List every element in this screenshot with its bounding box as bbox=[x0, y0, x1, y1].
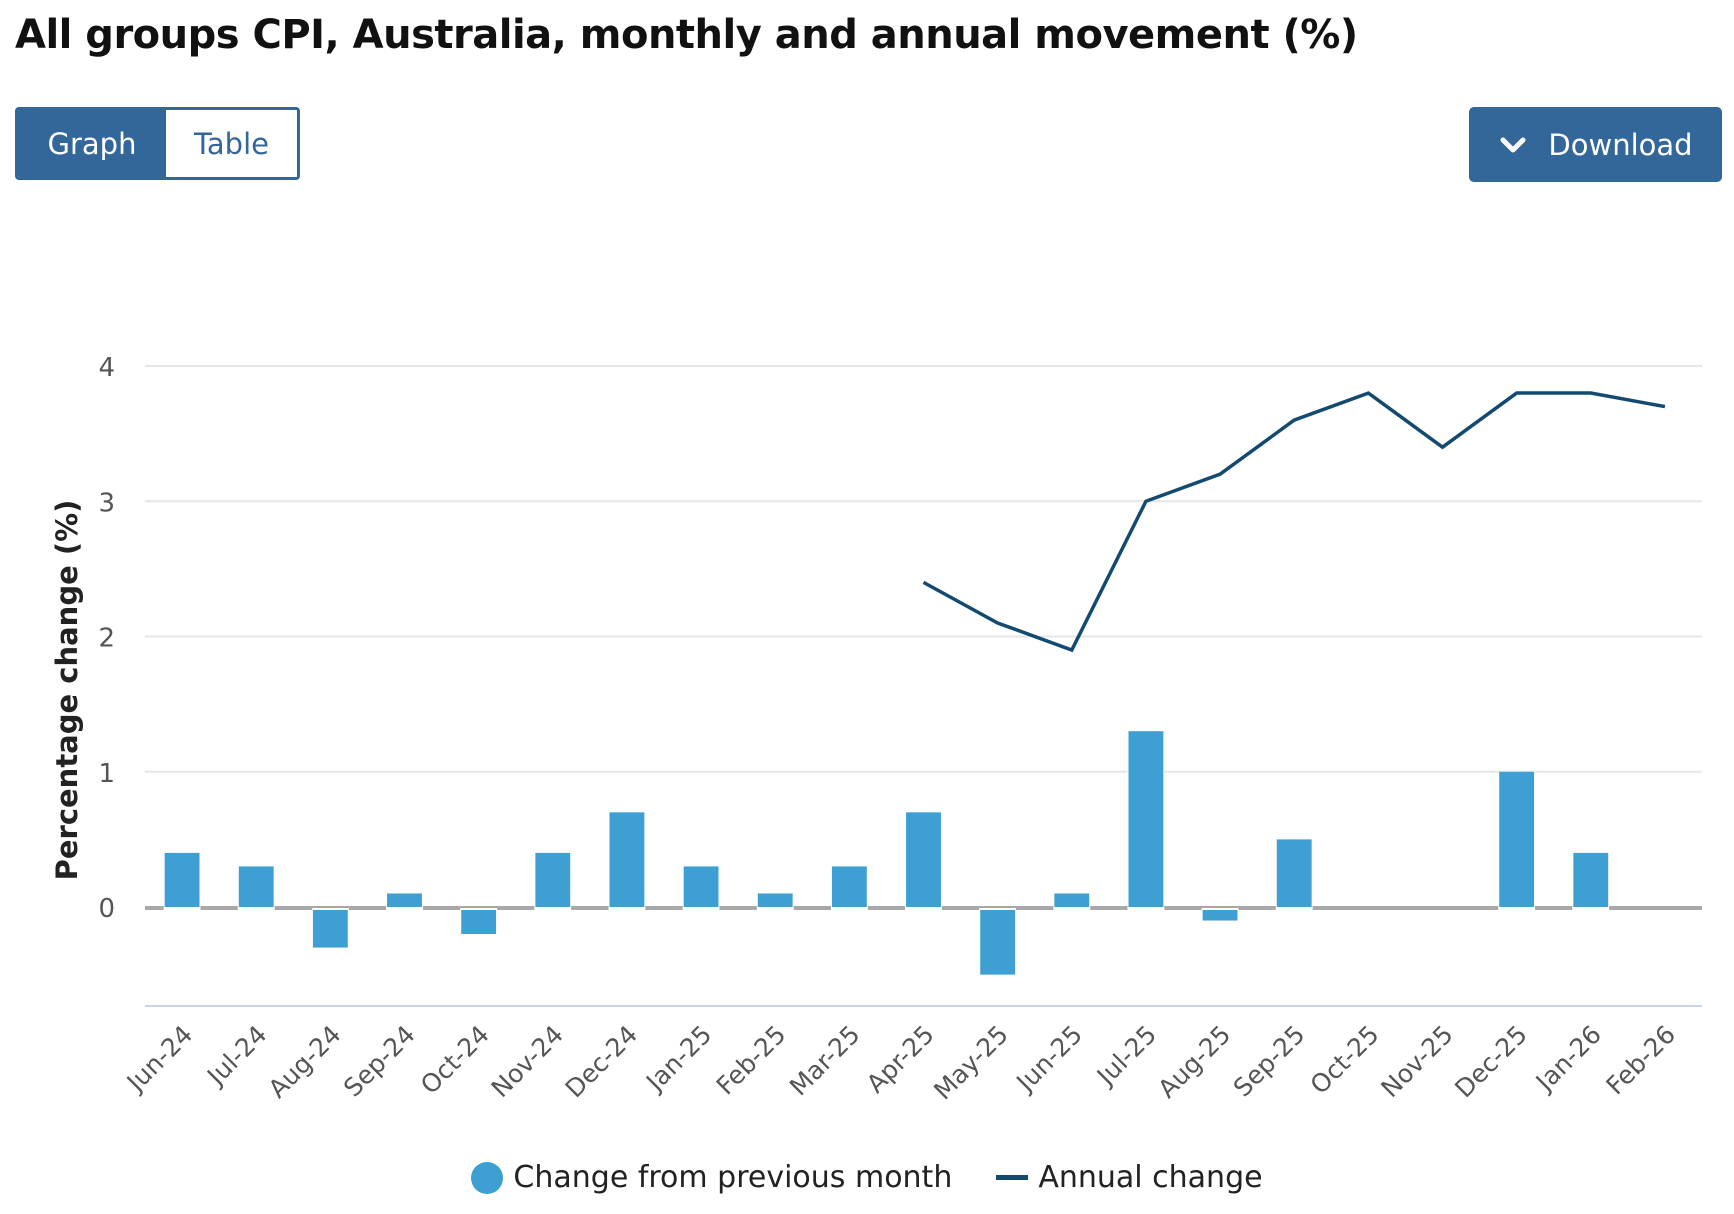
download-label: Download bbox=[1548, 127, 1693, 162]
tab-table[interactable]: Table bbox=[166, 110, 297, 177]
bar bbox=[683, 866, 719, 907]
x-tick-label: Sep-25 bbox=[1228, 1020, 1311, 1103]
bar bbox=[238, 866, 274, 907]
x-tick-labels: Jun-24 Jul-24Aug-24Sep-24Oct-24Nov-24Dec-… bbox=[120, 1020, 1681, 1106]
legend-label-monthly: Change from previous month bbox=[513, 1160, 953, 1195]
x-tick-label: Jan-26 bbox=[1529, 1020, 1607, 1098]
bar bbox=[1054, 893, 1090, 907]
annual-line bbox=[922, 391, 1666, 653]
y-tick-label: 4 bbox=[98, 353, 115, 383]
x-tick-label: Jul-25 bbox=[1090, 1020, 1162, 1092]
x-tick-label: Nov-24 bbox=[486, 1020, 569, 1103]
y-tick-label: 3 bbox=[98, 488, 115, 518]
y-tick-labels: 0 1 2 3 4 bbox=[98, 353, 115, 924]
annual-change-line bbox=[922, 391, 1666, 653]
bar bbox=[757, 893, 793, 907]
download-button[interactable]: Download bbox=[1469, 107, 1722, 182]
x-tick-label: Dec-24 bbox=[560, 1020, 644, 1104]
x-tick-label: Oct-24 bbox=[415, 1020, 495, 1100]
x-tick-label: Apr-25 bbox=[861, 1020, 940, 1099]
bar bbox=[461, 910, 497, 935]
grid-lines bbox=[145, 365, 1702, 1007]
bars bbox=[163, 731, 1610, 975]
bar bbox=[1499, 771, 1535, 907]
bar bbox=[609, 812, 645, 907]
y-axis-label: Percentage change (%) bbox=[50, 500, 84, 881]
x-tick-label: Dec-25 bbox=[1449, 1020, 1533, 1104]
bar bbox=[387, 893, 422, 907]
y-tick-label: 2 bbox=[98, 624, 115, 654]
bar bbox=[1573, 852, 1609, 907]
view-toggle: Graph Table bbox=[15, 107, 300, 180]
x-tick-label: Jun-25 bbox=[1010, 1020, 1088, 1098]
bar bbox=[1128, 731, 1164, 907]
legend-bar-swatch-icon bbox=[471, 1161, 504, 1194]
x-tick-label: May-25 bbox=[928, 1020, 1014, 1106]
x-tick-label: Aug-24 bbox=[263, 1020, 347, 1104]
x-tick-label: Nov-25 bbox=[1375, 1020, 1458, 1103]
tab-graph[interactable]: Graph bbox=[18, 110, 166, 177]
page-title: All groups CPI, Australia, monthly and a… bbox=[15, 12, 1358, 58]
x-tick-label: Jan-25 bbox=[639, 1020, 717, 1098]
x-tick-label: Jul-24 bbox=[200, 1020, 272, 1092]
legend-item-monthly[interactable]: Change from previous month bbox=[471, 1160, 952, 1195]
x-tick-label: Feb-25 bbox=[711, 1020, 792, 1101]
legend-line-swatch-icon bbox=[996, 1175, 1029, 1180]
y-tick-label: 1 bbox=[98, 759, 115, 789]
x-tick-label: Mar-25 bbox=[784, 1020, 866, 1102]
bar bbox=[312, 910, 348, 948]
bar bbox=[980, 910, 1016, 975]
chevron-down-icon bbox=[1500, 137, 1526, 152]
legend-item-annual[interactable]: Annual change bbox=[996, 1160, 1263, 1195]
bar bbox=[1202, 910, 1238, 921]
x-tick-label: Sep-24 bbox=[338, 1020, 421, 1103]
bar bbox=[535, 852, 571, 907]
legend-label-annual: Annual change bbox=[1038, 1160, 1263, 1195]
bar bbox=[1276, 839, 1312, 907]
x-tick-label: Feb-26 bbox=[1600, 1020, 1681, 1101]
bar bbox=[906, 812, 941, 907]
x-tick-label: Jun-24 bbox=[120, 1020, 198, 1098]
legend: Change from previous month Annual change bbox=[0, 1160, 1734, 1195]
x-tick-label: Oct-25 bbox=[1305, 1020, 1385, 1100]
x-tick-label: Aug-25 bbox=[1152, 1020, 1236, 1104]
bar bbox=[831, 866, 867, 907]
bar bbox=[164, 852, 200, 907]
y-tick-label: 0 bbox=[98, 894, 115, 924]
